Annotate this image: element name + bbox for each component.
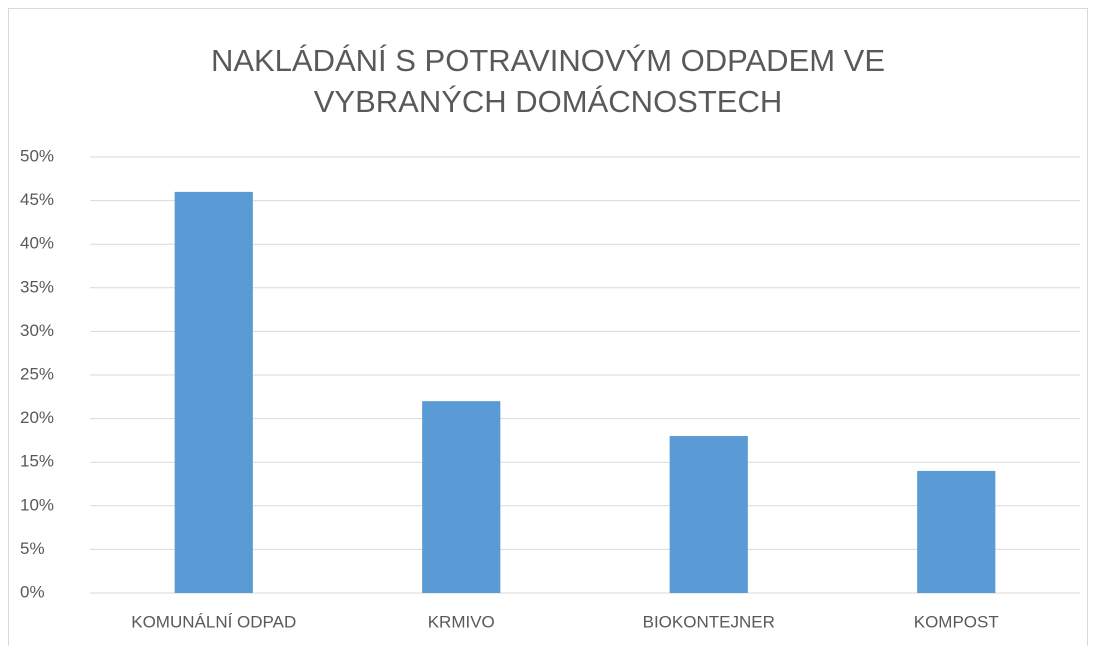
- chart-frame: [8, 8, 1088, 646]
- bar: [917, 470, 996, 593]
- y-tick-label: 30%: [20, 321, 54, 340]
- x-tick-label: KOMPOST: [914, 612, 999, 631]
- y-tick-label: 5%: [20, 539, 45, 558]
- y-tick-label: 15%: [20, 452, 54, 471]
- bar: [669, 436, 748, 593]
- x-tick-label: BIOKONTEJNER: [643, 612, 775, 631]
- y-tick-label: 25%: [20, 364, 54, 383]
- x-tick-label: KOMUNÁLNÍ ODPAD: [131, 612, 296, 631]
- chart-title: VYBRANÝCH DOMÁCNOSTECH: [314, 84, 783, 119]
- y-tick-label: 10%: [20, 495, 54, 514]
- bar: [422, 401, 501, 593]
- y-tick-label: 50%: [20, 146, 54, 165]
- y-tick-label: 20%: [20, 408, 54, 427]
- x-tick-label: KRMIVO: [428, 612, 495, 631]
- y-tick-label: 35%: [20, 277, 54, 296]
- y-tick-label: 45%: [20, 190, 54, 209]
- y-tick-label: 40%: [20, 234, 54, 253]
- bar: [174, 191, 253, 593]
- y-tick-label: 0%: [20, 582, 45, 601]
- chart-title: NAKLÁDÁNÍ S POTRAVINOVÝM ODPADEM VE: [211, 43, 885, 78]
